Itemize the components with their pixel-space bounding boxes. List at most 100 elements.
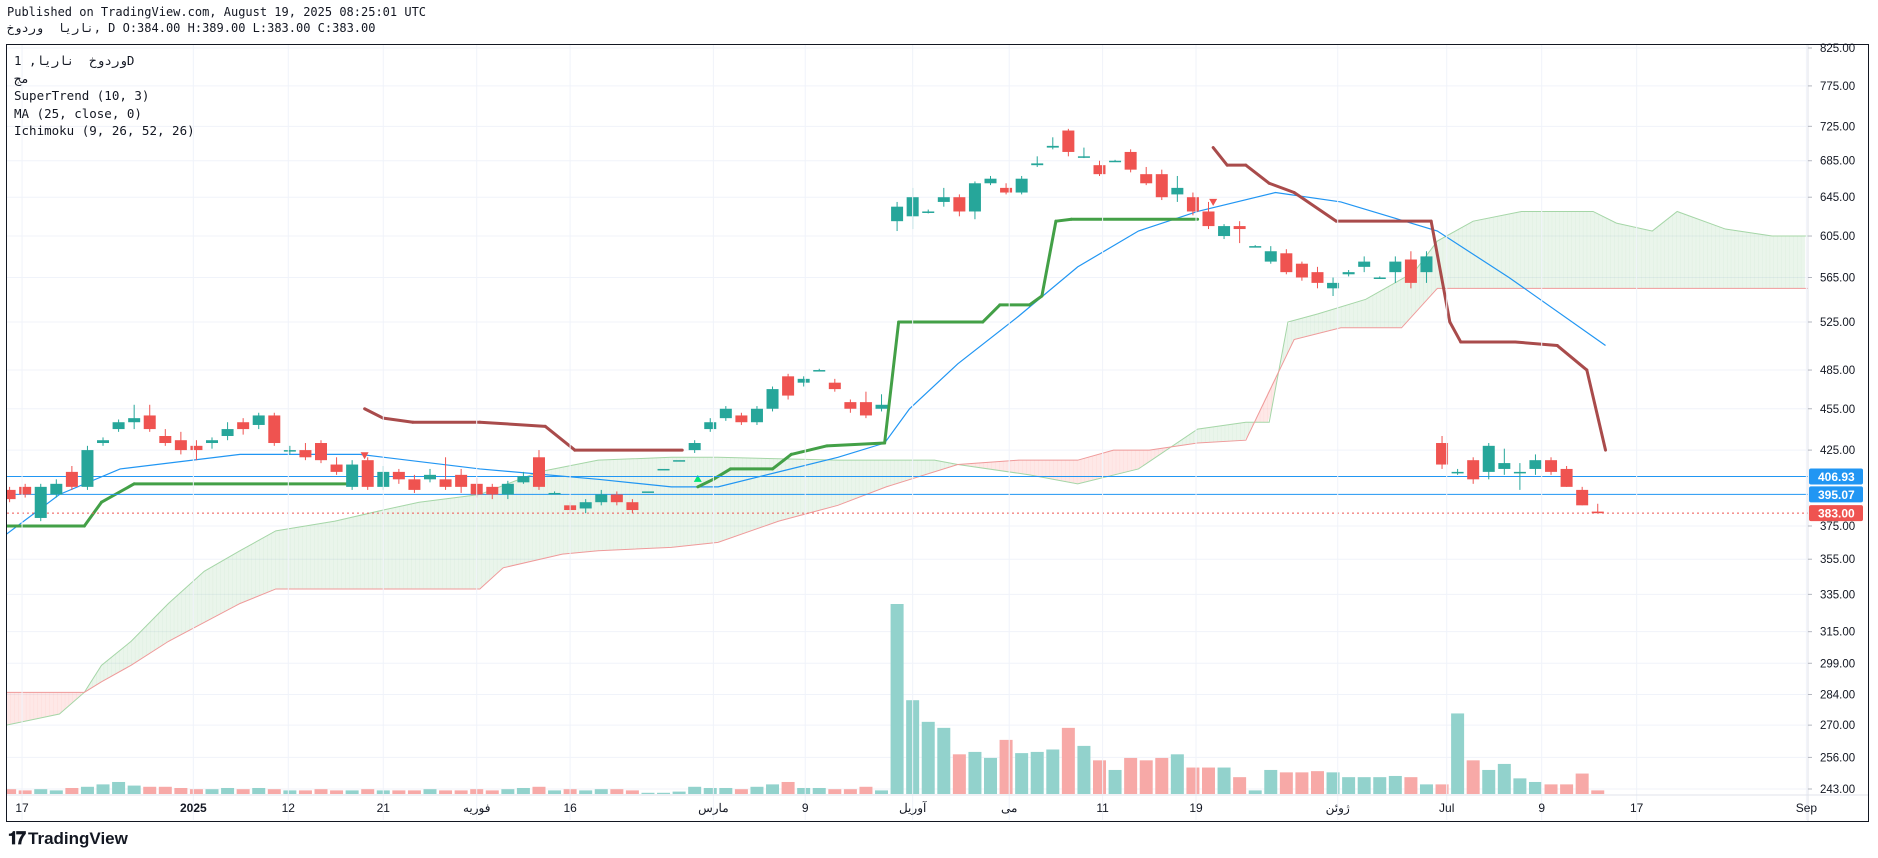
ichimoku-cloud-slice: [1711, 223, 1716, 289]
ichimoku-cloud-slice: [162, 605, 167, 646]
ichimoku-cloud-slice: [734, 457, 739, 537]
candle-body: [486, 486, 499, 495]
ichimoku-cloud-slice: [991, 461, 996, 470]
candle-body: [1077, 156, 1090, 158]
volume-bar: [548, 790, 562, 794]
candle-body: [408, 479, 421, 490]
ichimoku-cloud-slice: [208, 566, 214, 620]
ichimoku-cloud-slice: [648, 458, 653, 549]
ichimoku-cloud-slice: [1481, 218, 1486, 289]
y-tick-label: 525.00: [1820, 317, 1855, 329]
ichimoku-cloud-slice: [1489, 217, 1494, 289]
ichimoku-cloud-slice: [886, 460, 891, 487]
ichimoku-cloud-slice: [290, 527, 295, 589]
volume-bar: [221, 787, 235, 794]
ichimoku-cloud-slice: [917, 460, 922, 478]
volume-bar: [719, 787, 733, 794]
candle-body: [1560, 468, 1573, 487]
candle-body: [922, 211, 935, 213]
ichimoku-cloud-slice: [1742, 231, 1747, 289]
tradingview-logo[interactable]: 𝟏𝟕 TradingView: [8, 828, 128, 849]
ichimoku-cloud-slice: [640, 458, 646, 549]
ichimoku-cloud-slice: [1485, 217, 1490, 289]
y-tick-label: 243.00: [1820, 784, 1855, 796]
candle-body: [1591, 511, 1604, 514]
volume-bar: [734, 789, 748, 794]
legend-ma[interactable]: MA (25, close, 0): [14, 105, 142, 121]
ichimoku-cloud-slice: [893, 460, 899, 485]
candle-body: [1109, 160, 1122, 163]
volume-bar: [1575, 773, 1589, 794]
ichimoku-cloud-slice: [722, 457, 727, 541]
ichimoku-cloud-slice: [68, 692, 73, 706]
candle-body: [159, 436, 172, 444]
ichimoku-cloud-slice: [1680, 212, 1685, 289]
volume-bar: [952, 754, 966, 794]
ichimoku-cloud-slice: [1715, 225, 1720, 289]
ichimoku-cloud-slice: [321, 522, 326, 589]
ichimoku-cloud-slice: [1754, 233, 1759, 289]
ichimoku-cloud-slice: [177, 591, 182, 637]
ichimoku-cloud-slice: [1563, 211, 1568, 289]
legend-symbol[interactable]: وردوخ ناریا, 1D: [14, 53, 135, 68]
ichimoku-cloud-slice: [1318, 312, 1323, 334]
candle-body: [268, 415, 281, 444]
ichimoku-cloud-slice: [1139, 450, 1144, 469]
ichimoku-cloud-slice: [796, 459, 801, 517]
volume-bar: [1233, 777, 1247, 794]
legend: وردوخ ناریا, 1D مج SuperTrend (10, 3) MA…: [14, 52, 195, 140]
ichimoku-cloud-slice: [1287, 321, 1292, 354]
ichimoku-cloud-slice: [1096, 453, 1101, 480]
ichimoku-cloud-slice: [987, 462, 992, 470]
volume-bar: [781, 781, 795, 794]
ichimoku-cloud-slice: [543, 470, 548, 559]
x-tick-label: 2025: [180, 801, 207, 815]
ichimoku-cloud-slice: [1384, 286, 1389, 328]
ichimoku-cloud-slice: [169, 598, 175, 641]
x-tick-label: Jul: [1439, 801, 1454, 815]
candle-body: [610, 494, 623, 503]
ichimoku-cloud-slice: [1653, 227, 1658, 289]
candle-body: [252, 415, 265, 425]
ichimoku-cloud-slice: [862, 460, 868, 496]
ichimoku-cloud-slice: [812, 459, 817, 513]
legend-supertrend[interactable]: SuperTrend (10, 3): [14, 88, 150, 103]
ichimoku-cloud-slice: [1037, 460, 1043, 478]
ichimoku-cloud-slice: [1329, 308, 1335, 331]
price-label-badge: [1809, 486, 1863, 503]
ichimoku-cloud-slice: [1135, 450, 1140, 470]
ichimoku-cloud-slice: [1466, 222, 1471, 289]
candle-body: [1046, 145, 1059, 148]
ichimoku-cloud-slice: [520, 477, 525, 564]
ichimoku-cloud-slice: [1368, 295, 1374, 328]
legend-ichimoku[interactable]: Ichimoku (9, 26, 52, 26): [14, 123, 195, 138]
ichimoku-cloud-slice: [442, 498, 447, 589]
ichimoku-cloud-slice: [99, 663, 105, 683]
volume-bar: [1015, 753, 1029, 794]
candle-body: [719, 408, 732, 419]
candle-body: [1093, 165, 1106, 175]
ichimoku-cloud-slice: [683, 457, 688, 547]
ichimoku-cloud-slice: [1629, 226, 1634, 289]
volume-bar: [625, 790, 639, 794]
ichimoku-cloud-slice: [1555, 211, 1560, 289]
ichimoku-cloud-slice: [1688, 215, 1693, 289]
volume-bar: [516, 787, 530, 794]
x-tick-label: 11: [1096, 801, 1109, 815]
candle-body: [1249, 246, 1262, 248]
ichimoku-cloud-slice: [123, 644, 128, 670]
ichimoku-cloud-slice: [14, 692, 19, 724]
candle-body: [1576, 489, 1589, 506]
ichimoku-cloud-slice: [1146, 449, 1152, 464]
ichimoku-cloud-slice: [1084, 457, 1089, 483]
volume-bar: [766, 784, 780, 794]
price-label-text: 406.93: [1818, 470, 1855, 484]
ichimoku-cloud-slice: [913, 460, 918, 479]
volume-bar: [984, 757, 998, 794]
ichimoku-cloud-slice: [1267, 384, 1272, 423]
ichimoku-cloud-slice: [185, 584, 190, 633]
volume-bar: [703, 787, 717, 794]
ichimoku-cloud-slice: [563, 466, 568, 555]
y-tick-label: 375.00: [1820, 521, 1855, 533]
